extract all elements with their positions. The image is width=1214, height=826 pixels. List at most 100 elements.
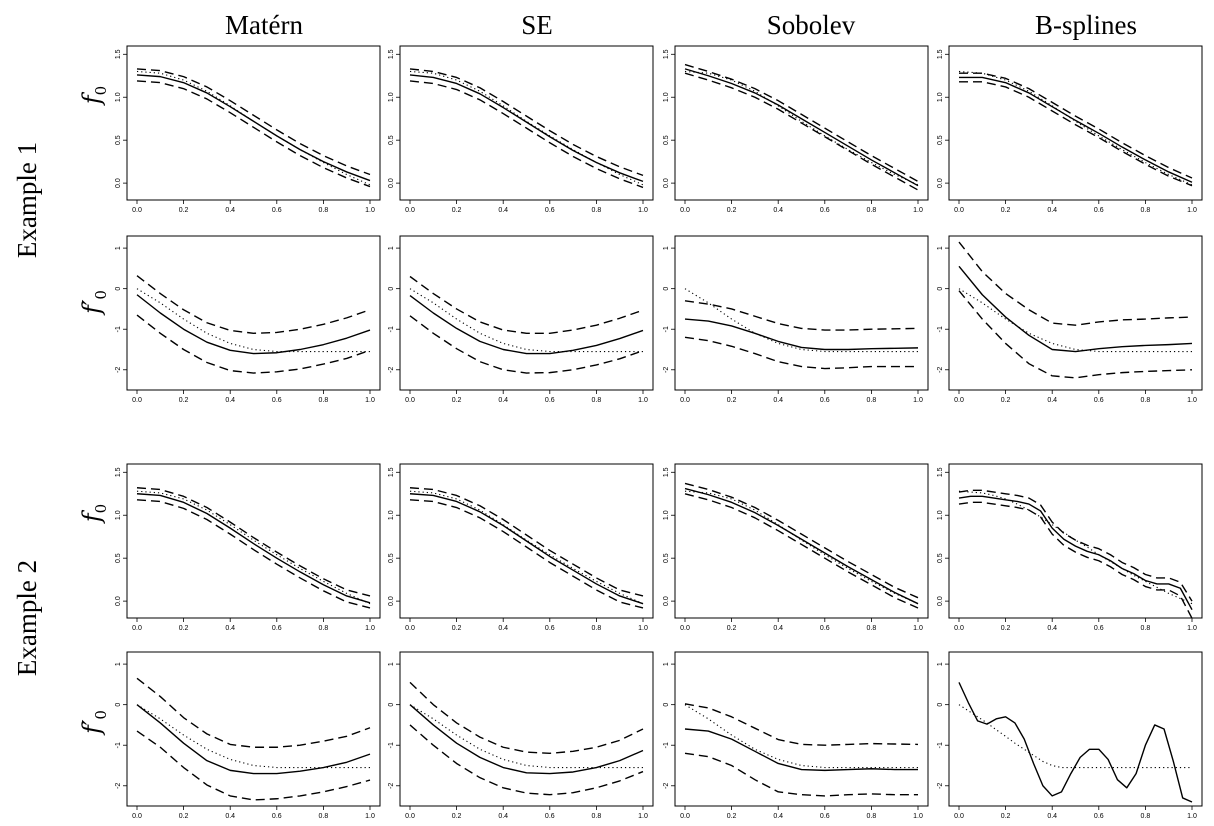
series-line-estimate (410, 296, 643, 354)
x-tick-label: 0.6 (545, 207, 555, 214)
chart-panel: 0.0 0.2 0.4 0.6 0.8 1.00.00.51.01.5 (937, 464, 1202, 632)
x-tick-label: 0.8 (319, 207, 329, 214)
x-tick-label: 1.0 (913, 813, 923, 820)
x-tick-label: 0.2 (1001, 625, 1011, 632)
y-tick-label: 1.0 (663, 510, 670, 520)
chart-panel: 0.0 0.2 0.4 0.6 0.8 1.0 -2 -1 0 1 (663, 652, 928, 820)
y-tick-label: 0.0 (937, 596, 944, 606)
x-tick-label: 0.0 (954, 625, 964, 632)
x-tick-label: 0.4 (225, 207, 235, 214)
svg-text:f0: f0 (78, 504, 110, 524)
chart-panel: 0.0 0.2 0.4 0.6 0.8 1.0 -2 -1 0 1 (663, 236, 928, 404)
panels: 0.0 0.2 0.4 0.6 0.8 1.0 0.0 0.5 1.0 1.5 0.0 0.2 0.4 0… (115, 46, 1202, 820)
x-tick-label: 0.6 (272, 207, 282, 214)
x-tick-label: 0.6 (820, 813, 830, 820)
x-tick-label: 0.0 (132, 813, 142, 820)
series-line-truth (685, 71, 918, 184)
y-tick-label: 1.5 (937, 49, 944, 59)
series-line-upper-band (137, 276, 370, 334)
row-title-example-1: Example 1 (12, 142, 42, 258)
series-line-lower-band (959, 82, 1192, 186)
y-tick-label: 0.5 (663, 135, 670, 145)
x-tick-label: 0.2 (727, 207, 737, 214)
y-tick-label: 1.5 (663, 49, 670, 59)
series-line-truth (137, 71, 370, 184)
x-tick-label: 0.8 (867, 397, 877, 404)
y-tick-label: 1 (115, 662, 122, 666)
x-tick-label: 0.2 (452, 813, 462, 820)
y-tick-label: -2 (388, 783, 395, 789)
x-tick-label: 0.6 (1094, 625, 1104, 632)
panel-frame (127, 464, 380, 618)
panel-frame (127, 236, 380, 390)
y-tick-label: 0 (663, 703, 670, 707)
series-line-lower-band (410, 725, 643, 795)
x-tick-label: 0.2 (727, 397, 737, 404)
y-tick-label: 0.0 (115, 178, 122, 188)
x-tick-label: 1.0 (913, 207, 923, 214)
x-tick-label: 0.0 (680, 813, 690, 820)
x-tick-label: 0.8 (1141, 397, 1151, 404)
x-tick-label: 0.4 (225, 397, 235, 404)
series-line-estimate (137, 295, 370, 354)
x-tick-label: 0.4 (1047, 813, 1057, 820)
column-title-se: SE (521, 10, 553, 40)
y-tick-label: 1.0 (115, 92, 122, 102)
y-tick-label: -1 (937, 326, 944, 332)
y-tick-label: 0 (388, 703, 395, 707)
x-tick-label: 0.4 (498, 207, 508, 214)
x-tick-label: 0.8 (319, 813, 329, 820)
y-tick-label: 0.5 (937, 553, 944, 563)
x-tick-label: 0.8 (867, 625, 877, 632)
x-tick-label: 0.2 (452, 207, 462, 214)
x-tick-label: 0.4 (773, 397, 783, 404)
panel-frame (949, 464, 1202, 618)
x-tick-label: 0.2 (179, 207, 189, 214)
x-tick-label: 0.4 (773, 207, 783, 214)
x-tick-label: 0.0 (680, 625, 690, 632)
chart-panel: 0.0 0.2 0.4 0.6 0.8 1.00.00.51.01.5 (115, 464, 380, 632)
panel-frame (400, 236, 653, 390)
y-tick-label: 0.5 (937, 135, 944, 145)
y-tick-label: -2 (663, 367, 670, 373)
y-tick-label: 0.5 (115, 553, 122, 563)
x-tick-label: 1.0 (365, 625, 375, 632)
y-tick-label: 1.0 (937, 510, 944, 520)
y-tick-label: 0.0 (663, 178, 670, 188)
y-tick-label: -1 (115, 742, 122, 748)
y-tick-label: -1 (388, 326, 395, 332)
x-tick-label: 0.8 (319, 397, 329, 404)
x-tick-label: 0.8 (867, 813, 877, 820)
series-line-lower-band (410, 316, 643, 373)
x-tick-label: 0.0 (405, 207, 415, 214)
x-tick-label: 0.4 (225, 813, 235, 820)
x-tick-label: 0.2 (727, 625, 737, 632)
chart-panel: 0.0 0.2 0.4 0.6 0.8 1.0 -2 -1 0 1 (388, 652, 653, 820)
x-tick-label: 0.2 (727, 813, 737, 820)
x-tick-label: 0.8 (1141, 813, 1151, 820)
y-tick-label: 1 (937, 662, 944, 666)
y-tick-label: 0.0 (388, 178, 395, 188)
x-tick-label: 0.0 (680, 397, 690, 404)
x-tick-label: 1.0 (1187, 207, 1197, 214)
series-line-truth (959, 705, 1192, 768)
panel-frame (127, 46, 380, 200)
x-tick-label: 0.6 (545, 813, 555, 820)
series-line-truth (959, 289, 1192, 352)
x-tick-label: 0.8 (319, 625, 329, 632)
x-tick-label: 1.0 (365, 397, 375, 404)
x-tick-label: 0.4 (498, 625, 508, 632)
x-tick-label: 0.6 (820, 625, 830, 632)
chart-panel: 0.0 0.2 0.4 0.6 0.8 1.00.00.51.01.5 (663, 464, 928, 632)
x-tick-label: 0.4 (225, 625, 235, 632)
y-tick-label: -2 (115, 367, 122, 373)
x-tick-label: 1.0 (913, 625, 923, 632)
x-tick-label: 0.4 (1047, 207, 1057, 214)
chart-panel: 0.0 0.2 0.4 0.6 0.8 1.00.00.51.01.5 (115, 46, 380, 214)
y-tick-label: 1.5 (115, 49, 122, 59)
x-tick-label: 0.6 (1094, 397, 1104, 404)
y-tick-label: 0.5 (388, 135, 395, 145)
x-tick-label: 0.4 (773, 625, 783, 632)
row-title-example-2: Example 2 (12, 560, 42, 676)
y-tick-label: 1.0 (937, 92, 944, 102)
